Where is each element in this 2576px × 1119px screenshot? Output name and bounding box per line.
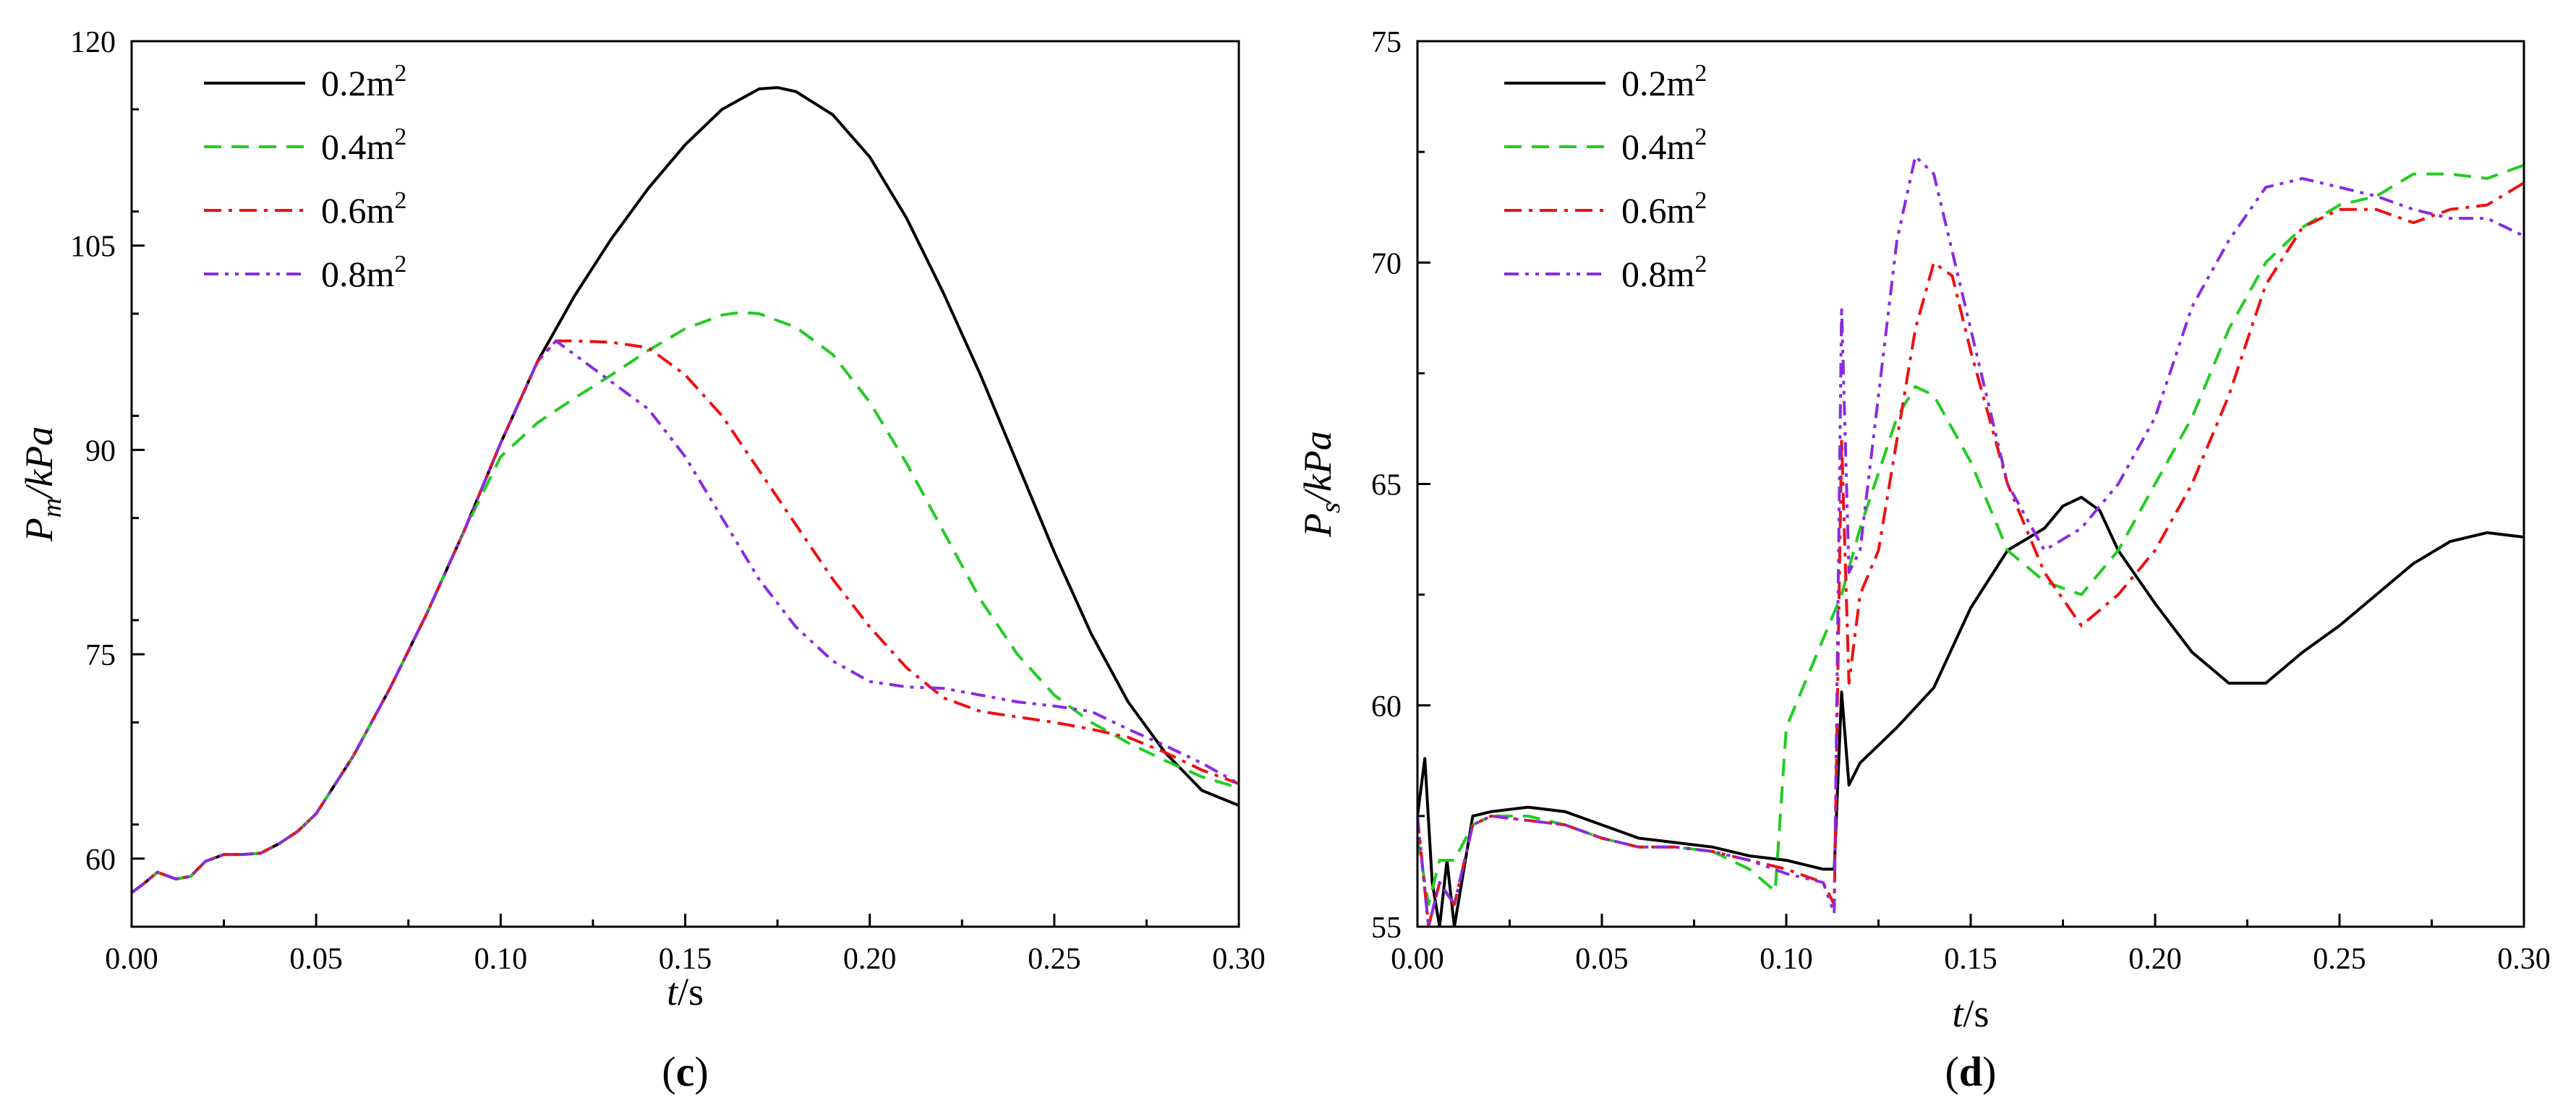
y-axis-label: Pm/kPa <box>17 426 67 542</box>
x-tick-label: 0.15 <box>1944 943 1997 976</box>
x-tick-label: 0.25 <box>2313 943 2366 976</box>
series-group <box>1417 155 2524 927</box>
x-tick-label: 0.10 <box>474 943 528 976</box>
x-tick-label: 0.00 <box>105 943 158 976</box>
legend-label: 0.8m2 <box>321 251 406 294</box>
y-tick-label: 75 <box>85 639 116 672</box>
legend-label: 0.4m2 <box>1621 124 1707 167</box>
series-line-04m2 <box>1417 163 2524 906</box>
series-group <box>132 86 1239 894</box>
x-axis-label: t/s <box>1952 992 1989 1035</box>
x-tick-label: 0.05 <box>289 943 343 976</box>
x-tick-label: 0.15 <box>659 943 712 976</box>
x-tick-label: 0.00 <box>1391 943 1444 976</box>
y-tick-label: 70 <box>1371 247 1402 280</box>
series-line-04m2 <box>132 311 1239 894</box>
y-axis-label: Ps/kPa <box>1296 431 1346 538</box>
x-axis-label: t/s <box>667 970 704 1013</box>
y-tick-label: 55 <box>1371 912 1402 945</box>
x-tick-label: 0.30 <box>2497 943 2551 976</box>
series-line-08m2 <box>132 339 1239 894</box>
y-tick-label: 75 <box>1371 26 1402 59</box>
y-tick-label: 90 <box>85 434 116 468</box>
legend-label: 0.8m2 <box>1621 251 1707 294</box>
chart-panel-d: 0.00 0.05 0.10 0.15 0.20 0.25 0.30 55 60 65 70 75 t/… <box>1296 26 2551 1095</box>
x-tick-label: 0.30 <box>1212 943 1266 976</box>
x-tick-label: 0.05 <box>1575 943 1629 976</box>
series-line-06m2 <box>132 339 1239 894</box>
series-line-06m2 <box>1417 181 2524 927</box>
series-line-02m2 <box>132 86 1239 894</box>
plot-frame <box>1416 40 2525 928</box>
panel-label: (d) <box>1945 1048 1997 1095</box>
plot-frame <box>130 40 1240 928</box>
y-tick-label: 60 <box>1371 690 1402 724</box>
legend-label: 0.4m2 <box>321 124 406 167</box>
series-line-02m2 <box>1417 495 2524 927</box>
legend-label: 0.2m2 <box>1621 60 1707 103</box>
x-tick-label: 0.20 <box>843 943 897 976</box>
x-tick-label: 0.25 <box>1028 943 1081 976</box>
chart-panel-c: 0.00 0.05 0.10 0.15 0.20 0.25 0.30 60 75 90 105 120… <box>17 26 1266 1095</box>
y-tick-label: 60 <box>85 844 116 877</box>
series-line-08m2 <box>1417 155 2524 927</box>
y-tick-label: 65 <box>1371 469 1402 502</box>
x-tick-label: 0.10 <box>1760 943 1813 976</box>
panel-label: (c) <box>662 1048 708 1095</box>
legend-label: 0.2m2 <box>321 60 406 103</box>
x-tick-label: 0.20 <box>2128 943 2182 976</box>
y-tick-label: 120 <box>70 26 116 59</box>
y-tick-label: 105 <box>70 231 116 264</box>
legend-label: 0.6m2 <box>1621 187 1707 231</box>
legend-label: 0.6m2 <box>321 187 406 231</box>
